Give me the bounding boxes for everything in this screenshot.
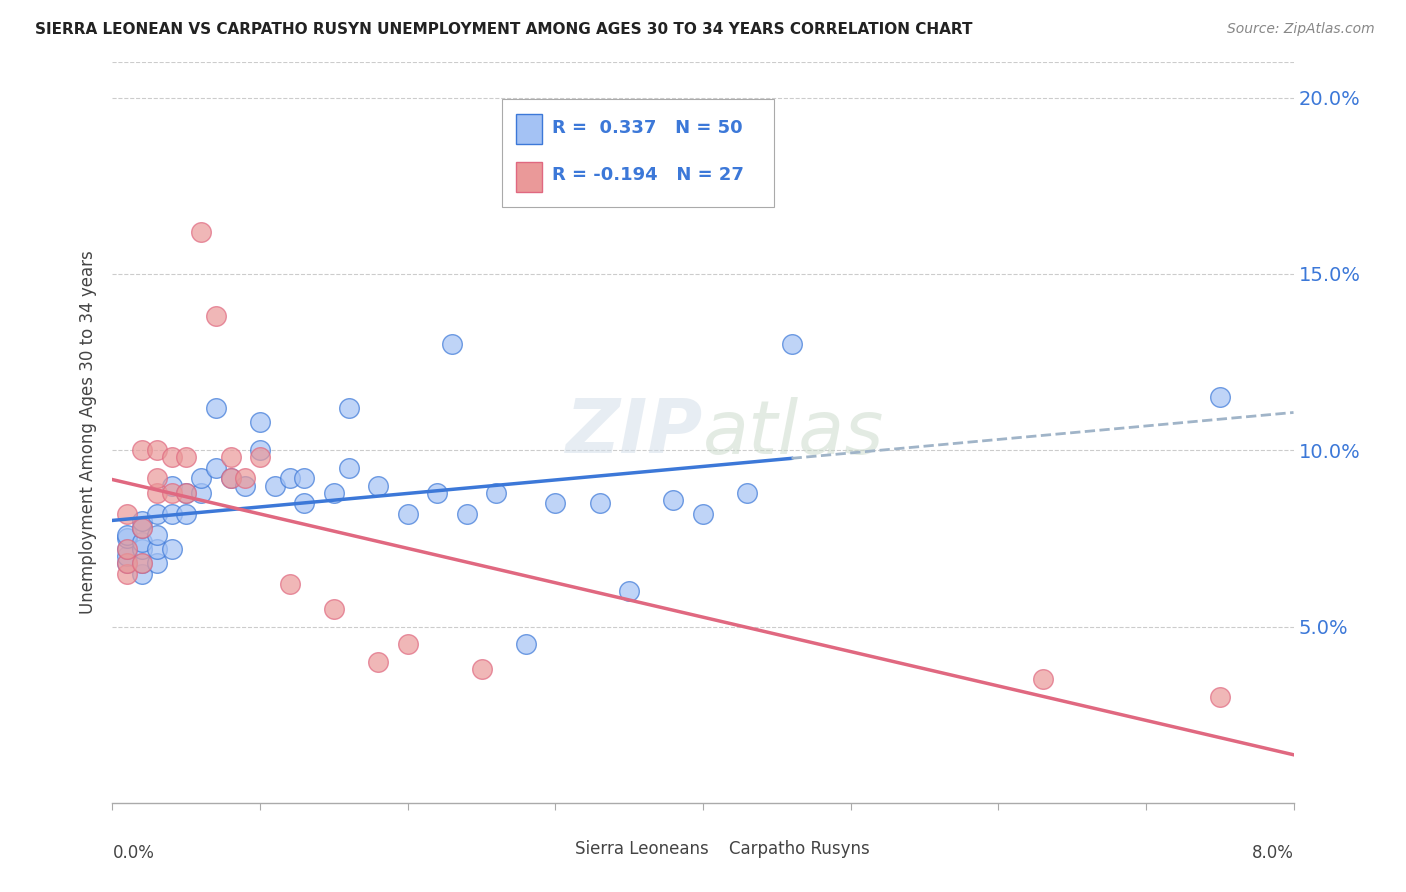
Point — [174, 507, 197, 521]
Point — [323, 485, 346, 500]
Point — [131, 521, 153, 535]
Point — [619, 584, 641, 599]
Point — [249, 415, 271, 429]
Point — [662, 492, 685, 507]
Point — [249, 443, 271, 458]
Point — [396, 637, 419, 651]
FancyBboxPatch shape — [502, 99, 773, 207]
Text: Source: ZipAtlas.com: Source: ZipAtlas.com — [1227, 22, 1375, 37]
Point — [146, 556, 169, 570]
Point — [160, 541, 183, 556]
Point — [131, 541, 153, 556]
Point — [471, 662, 494, 676]
FancyBboxPatch shape — [516, 114, 543, 144]
Point — [367, 478, 389, 492]
Text: ZIP: ZIP — [565, 396, 703, 469]
Point — [160, 478, 183, 492]
Point — [160, 507, 183, 521]
Text: R = -0.194   N = 27: R = -0.194 N = 27 — [551, 166, 744, 184]
Point — [588, 496, 610, 510]
Point — [426, 485, 449, 500]
Point — [117, 507, 138, 521]
Point — [146, 528, 169, 542]
Point — [131, 535, 153, 549]
Text: 0.0%: 0.0% — [112, 844, 155, 862]
Point — [515, 637, 537, 651]
Point — [117, 532, 138, 546]
Point — [190, 485, 212, 500]
Point — [337, 401, 360, 415]
Point — [117, 541, 138, 556]
Point — [117, 556, 138, 570]
Y-axis label: Unemployment Among Ages 30 to 34 years: Unemployment Among Ages 30 to 34 years — [79, 251, 97, 615]
Point — [219, 471, 242, 485]
Point — [323, 602, 346, 616]
Point — [205, 461, 228, 475]
Point — [544, 496, 567, 510]
Point — [233, 471, 256, 485]
Point — [1208, 390, 1232, 404]
Point — [131, 556, 153, 570]
Point — [190, 225, 212, 239]
Point — [174, 450, 197, 465]
Point — [190, 471, 212, 485]
Point — [219, 471, 242, 485]
Point — [233, 478, 256, 492]
Point — [292, 496, 315, 510]
Point — [1208, 690, 1232, 704]
Text: atlas: atlas — [703, 397, 884, 468]
Point — [131, 521, 153, 535]
Point — [441, 337, 464, 351]
Point — [131, 556, 153, 570]
Point — [131, 514, 153, 528]
Point — [205, 310, 228, 324]
Point — [337, 461, 360, 475]
Point — [146, 471, 169, 485]
Text: R =  0.337   N = 50: R = 0.337 N = 50 — [551, 119, 742, 136]
Point — [131, 566, 153, 581]
Text: Carpatho Rusyns: Carpatho Rusyns — [728, 839, 870, 858]
Point — [117, 528, 138, 542]
Point — [117, 549, 138, 563]
FancyBboxPatch shape — [544, 840, 567, 858]
Point — [146, 541, 169, 556]
Point — [205, 401, 228, 415]
Point — [1032, 673, 1054, 687]
Point — [160, 450, 183, 465]
Point — [174, 485, 197, 500]
Point — [117, 541, 138, 556]
Point — [146, 485, 169, 500]
Point — [146, 443, 169, 458]
Point — [780, 337, 803, 351]
Point — [278, 471, 301, 485]
Text: Sierra Leoneans: Sierra Leoneans — [575, 839, 709, 858]
Point — [367, 655, 389, 669]
Point — [264, 478, 287, 492]
Point — [174, 485, 197, 500]
Point — [737, 485, 759, 500]
Point — [117, 566, 138, 581]
Point — [219, 450, 242, 465]
Point — [456, 507, 478, 521]
Point — [160, 485, 183, 500]
Point — [131, 443, 153, 458]
Point — [249, 450, 271, 465]
Point — [117, 556, 138, 570]
Text: SIERRA LEONEAN VS CARPATHO RUSYN UNEMPLOYMENT AMONG AGES 30 TO 34 YEARS CORRELAT: SIERRA LEONEAN VS CARPATHO RUSYN UNEMPLO… — [35, 22, 973, 37]
FancyBboxPatch shape — [697, 840, 721, 858]
Point — [396, 507, 419, 521]
Point — [278, 577, 301, 591]
Text: 8.0%: 8.0% — [1251, 844, 1294, 862]
Point — [692, 507, 714, 521]
FancyBboxPatch shape — [516, 162, 543, 192]
Point — [146, 507, 169, 521]
Point — [292, 471, 315, 485]
Point — [485, 485, 508, 500]
